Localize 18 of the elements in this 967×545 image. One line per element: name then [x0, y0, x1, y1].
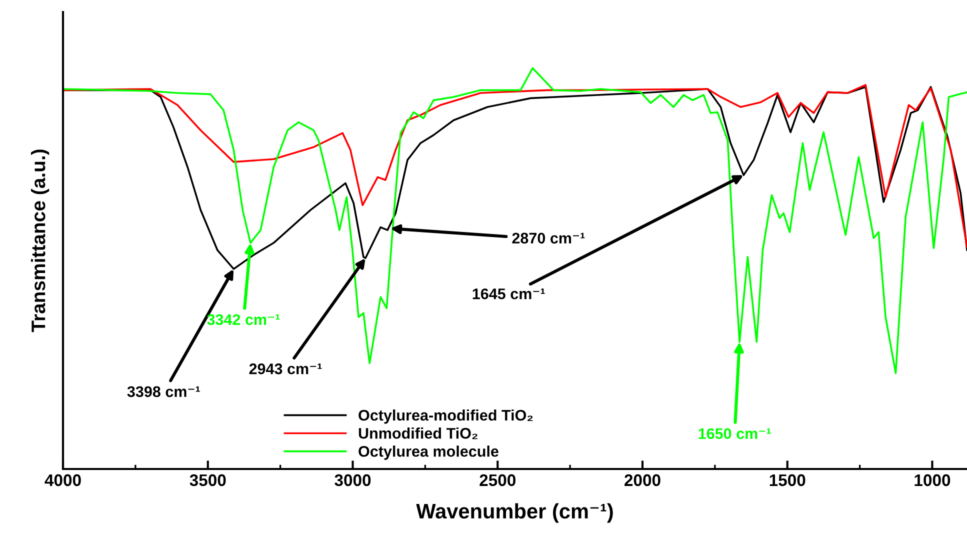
- x-tick-label: 1000: [914, 474, 950, 486]
- x-tick-label: 3500: [190, 474, 226, 486]
- legend-label: Unmodified TiO₂: [358, 428, 478, 440]
- annotation: 2943 cm⁻¹: [249, 363, 322, 374]
- x-tick-label: 2000: [624, 474, 660, 486]
- annotation: 3342 cm⁻¹: [207, 314, 280, 326]
- x-axis-title: Wavenumber (cm⁻¹): [416, 503, 613, 523]
- annotation: 1650 cm⁻¹: [698, 428, 771, 440]
- x-tick-label: 2500: [480, 474, 516, 486]
- x-tick-label: 4000: [44, 474, 81, 486]
- annotation: 1645 cm⁻¹: [472, 288, 545, 300]
- annotation: 2870 cm⁻¹: [512, 232, 585, 244]
- legend-label: Octylurea-modified TiO₂: [358, 409, 533, 424]
- x-tick-label: 1500: [770, 474, 806, 486]
- annotation: 3398 cm⁻¹: [127, 386, 200, 398]
- x-tick-label: 3000: [334, 474, 371, 486]
- y-axis-title: Transmittance (a.u.): [30, 150, 50, 332]
- legend-label: Octylurea molecule: [358, 446, 498, 460]
